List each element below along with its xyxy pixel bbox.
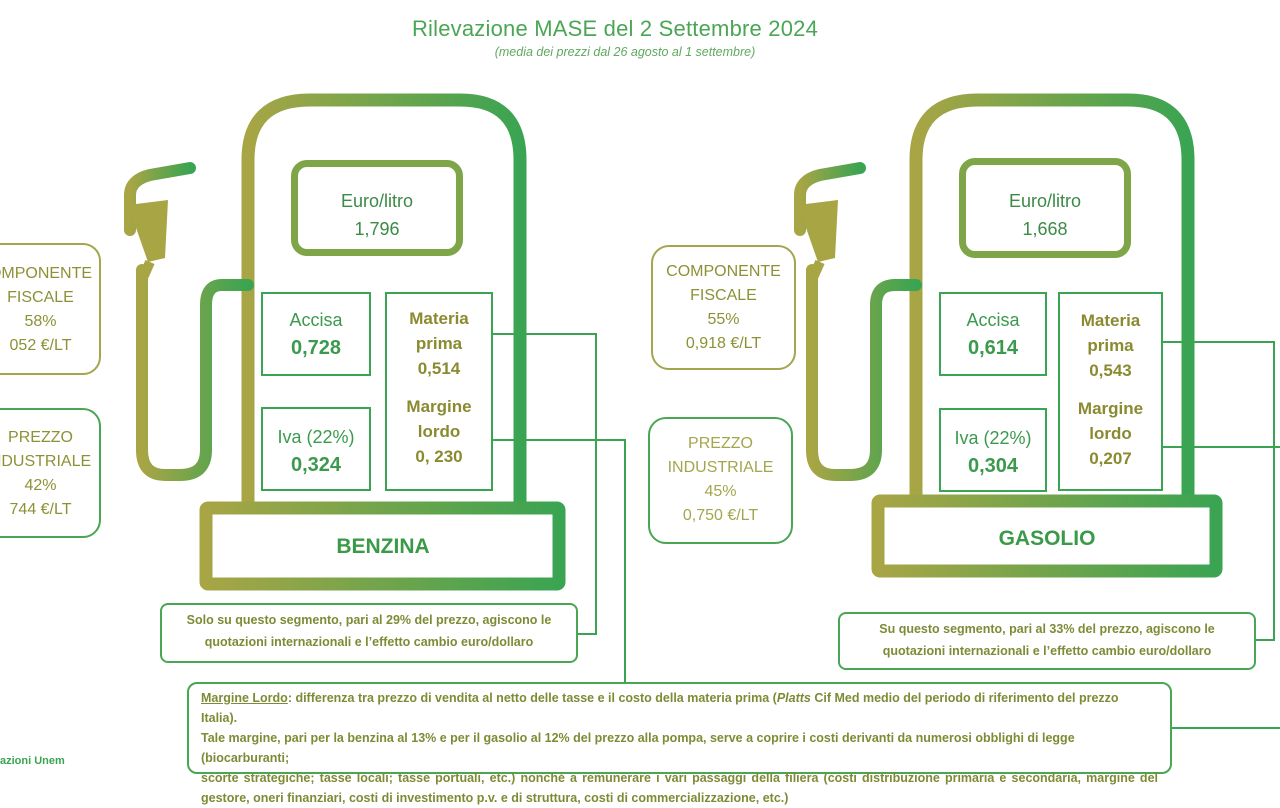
- industrial-label-2: INDUSTRIALE: [667, 459, 774, 476]
- materia-label-2: prima: [1087, 336, 1134, 355]
- price-value: 1,668: [1022, 219, 1068, 239]
- materia-value: 0,514: [417, 359, 461, 378]
- pumps-illustration: [124, 93, 1280, 729]
- fiscal-label-1: OMPONENTE: [0, 265, 93, 282]
- accisa-label: Accisa: [289, 310, 343, 330]
- margine-note-line-4: gestore, oneri finanziari, costi di inve…: [201, 791, 789, 805]
- materia-label-2: prima: [415, 334, 463, 353]
- note-line-1: Solo su questo segmento, pari al 29% del…: [186, 613, 552, 627]
- iva-value: 0,324: [290, 454, 342, 476]
- benzina-fiscal-component: OMPONENTE FISCALE 58% 052 €/LT: [0, 243, 101, 375]
- margine-term: Margine Lordo: [201, 691, 288, 705]
- benzina-industrial-price: PREZZO NDUSTRIALE 42% 744 €/LT: [0, 408, 101, 538]
- accisa-value: 0,728: [290, 337, 342, 359]
- page-title: Rilevazione MASE del 2 Settembre 2024: [411, 16, 819, 41]
- fiscal-label-1: COMPONENTE: [666, 263, 781, 280]
- margine-label-2: lordo: [417, 422, 461, 441]
- gasolio-industrial-price: PREZZO INDUSTRIALE 45% 0,750 €/LT: [648, 417, 793, 544]
- materia-label-1: Materia: [1080, 311, 1141, 330]
- note-line-1: Su questo segmento, pari al 33% del prez…: [879, 622, 1215, 636]
- margine-label-2: lordo: [1089, 424, 1132, 443]
- iva-label: Iva (22%): [954, 428, 1032, 448]
- margine-label-1: Margine: [1077, 399, 1144, 418]
- fiscal-percent: 55%: [707, 311, 740, 328]
- benzina-materia-margine-box: Materia prima 0,514 Margine lordo 0, 230: [385, 292, 493, 491]
- benzina-segment-note: Solo su questo segmento, pari al 29% del…: [160, 603, 578, 663]
- iva-label: Iva (22%): [277, 427, 355, 447]
- industrial-label-2: NDUSTRIALE: [0, 453, 92, 470]
- fiscal-label-2: FISCALE: [690, 287, 757, 304]
- margine-value: 0, 230: [415, 447, 463, 466]
- industrial-amount: 744 €/LT: [9, 501, 72, 518]
- materia-value: 0,543: [1089, 361, 1132, 380]
- industrial-percent: 45%: [704, 483, 737, 500]
- note-line-2: quotazioni internazionali e l’effetto ca…: [882, 644, 1212, 658]
- price-label: Euro/litro: [1008, 191, 1082, 211]
- benzina-pump-icon: [124, 93, 566, 591]
- benzina-accisa-box: Accisa 0,728: [261, 292, 371, 376]
- page-subtitle: (media dei prezzi dal 26 agosto al 1 set…: [494, 45, 756, 59]
- margine-note-line-1: Margine Lordo: differenza tra prezzo di …: [201, 688, 1158, 728]
- gasolio-label: GASOLIO: [998, 527, 1096, 550]
- industrial-amount: 0,750 €/LT: [682, 507, 759, 524]
- margine-note-line-2: Tale margine, pari per la benzina al 13%…: [201, 731, 1075, 765]
- price-label: Euro/litro: [340, 191, 414, 211]
- fiscal-amount: 0,918 €/LT: [685, 335, 762, 352]
- gasolio-price-display: Euro/litro 1,668: [959, 158, 1131, 258]
- iva-value: 0,304: [967, 455, 1019, 477]
- gasolio-iva-box: Iva (22%) 0,304: [939, 408, 1047, 492]
- gasolio-pump-icon: [794, 93, 1223, 578]
- margine-label-1: Margine: [406, 397, 472, 416]
- industrial-label-1: PREZZO: [8, 429, 73, 446]
- gasolio-accisa-box: Accisa 0,614: [939, 292, 1047, 376]
- gasolio-materia-margine-box: Materia prima 0,543 Margine lordo 0,207: [1058, 292, 1163, 491]
- accisa-label: Accisa: [966, 310, 1020, 330]
- accisa-value: 0,614: [967, 337, 1019, 359]
- gasolio-segment-note: Su questo segmento, pari al 33% del prez…: [838, 612, 1256, 670]
- margine-note-line-3: scorte strategiche; tasse locali; tasse …: [201, 771, 1158, 785]
- fiscal-label-2: FISCALE: [7, 289, 74, 306]
- materia-label-1: Materia: [409, 309, 469, 328]
- industrial-percent: 42%: [24, 477, 57, 494]
- margine-lordo-note: Margine Lordo: differenza tra prezzo di …: [187, 682, 1172, 805]
- source-label: azioni Unem: [0, 755, 65, 767]
- note-line-2: quotazioni internazionali e l’effetto ca…: [204, 635, 534, 649]
- fiscal-percent: 58%: [24, 313, 57, 330]
- price-value: 1,796: [354, 219, 400, 239]
- benzina-label: BENZINA: [336, 535, 430, 558]
- fiscal-amount: 052 €/LT: [9, 337, 72, 354]
- margine-note-text-b: Cif Med medio del periodo di riferimento…: [201, 691, 1119, 725]
- benzina-price-display: Euro/litro 1,796: [291, 160, 463, 256]
- platts-term: Platts: [776, 691, 811, 705]
- gasolio-connector-lines: [1162, 341, 1280, 729]
- benzina-iva-box: Iva (22%) 0,324: [261, 407, 371, 491]
- margine-value: 0,207: [1089, 449, 1132, 468]
- margine-note-text-a: : differenza tra prezzo di vendita al ne…: [287, 691, 777, 705]
- industrial-label-1: PREZZO: [688, 435, 753, 452]
- gasolio-fiscal-component: COMPONENTE FISCALE 55% 0,918 €/LT: [651, 245, 796, 370]
